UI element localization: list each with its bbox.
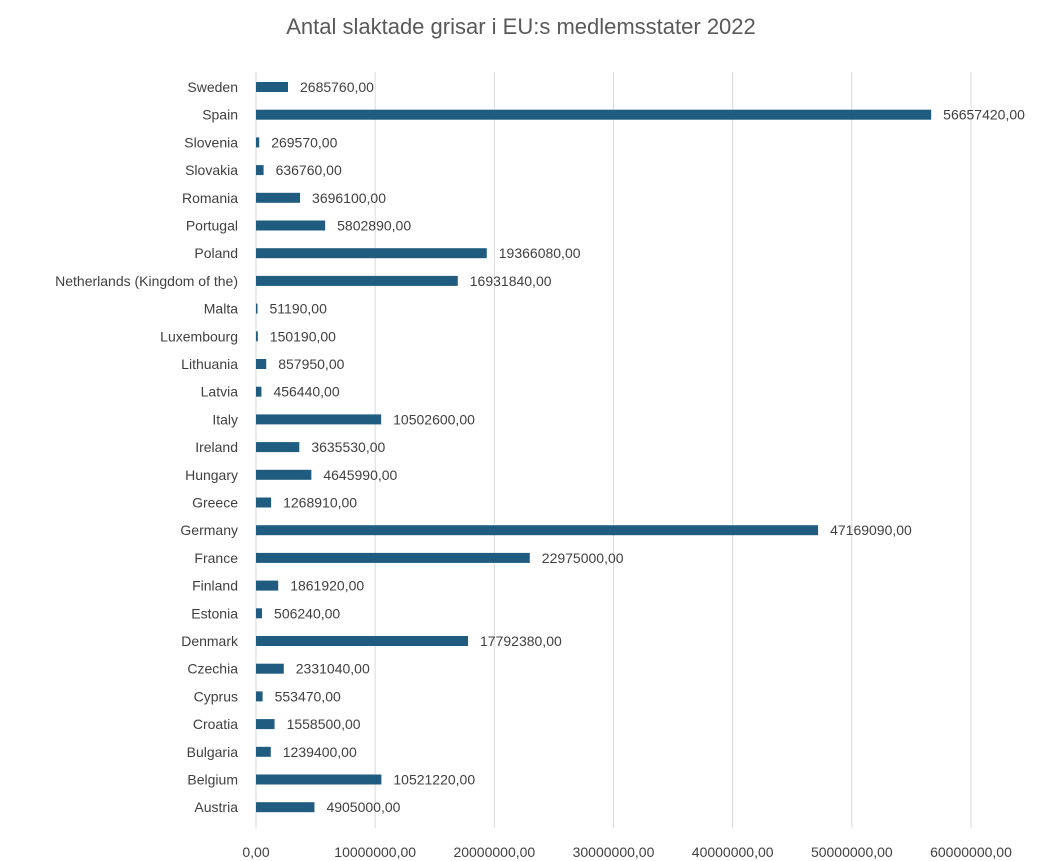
data-label: 16931840,00 [470, 273, 552, 289]
bar [256, 303, 258, 314]
x-tick-label: 40000000,00 [692, 844, 774, 860]
data-label: 636760,00 [276, 162, 342, 178]
category-label: Latvia [201, 384, 239, 400]
bar [256, 525, 819, 536]
category-label: Cyprus [194, 688, 238, 704]
category-label: Finland [192, 578, 238, 594]
bars [256, 82, 932, 813]
category-label: Slovenia [184, 134, 238, 150]
bar [256, 719, 275, 730]
bar [256, 442, 300, 453]
bar [256, 636, 469, 646]
category-label: Austria [194, 799, 238, 815]
data-label: 22975000,00 [542, 550, 624, 566]
bar [256, 746, 271, 757]
data-label: 3696100,00 [312, 190, 386, 206]
category-label: Germany [180, 522, 238, 538]
category-label: Sweden [187, 79, 238, 95]
data-label: 4645990,00 [323, 467, 397, 483]
data-label: 2685760,00 [300, 79, 374, 95]
bar [256, 552, 530, 563]
data-label: 10521220,00 [393, 772, 475, 788]
x-tick-label: 0,00 [242, 844, 269, 860]
data-label: 3635530,00 [311, 439, 385, 455]
category-label: Croatia [193, 716, 238, 732]
bar [256, 137, 260, 148]
category-label: Belgium [187, 772, 238, 788]
data-label: 1558500,00 [287, 716, 361, 732]
data-label: 10502600,00 [393, 411, 475, 427]
bar [256, 663, 284, 674]
data-label: 456440,00 [273, 384, 339, 400]
bar [256, 82, 289, 92]
data-label: 269570,00 [271, 134, 337, 150]
bar [256, 608, 263, 619]
category-label: Romania [182, 190, 238, 206]
category-label: Spain [202, 107, 238, 123]
x-axis-tick-labels: 0,00 10000000,00 20000000,00 30000000,00 400… [242, 844, 1012, 860]
bar [256, 469, 312, 480]
data-label: 553470,00 [275, 688, 341, 704]
category-label: Italy [212, 411, 238, 427]
bar [256, 580, 279, 591]
bar [256, 386, 262, 397]
bar [256, 220, 326, 231]
bar [256, 774, 382, 785]
category-label: Poland [194, 245, 238, 261]
data-labels: 2685760,00 56657420,00 269570,00 636760,00 3… [270, 79, 1026, 815]
x-tick-label: 60000000,00 [930, 844, 1012, 860]
data-label: 150190,00 [270, 328, 336, 344]
bar [256, 192, 301, 203]
category-label: Hungary [185, 467, 238, 483]
data-label: 1861920,00 [290, 578, 364, 594]
category-label: Estonia [191, 605, 238, 621]
category-label: Slovakia [185, 162, 238, 178]
data-label: 857950,00 [278, 356, 344, 372]
category-label: Luxembourg [160, 328, 238, 344]
data-label: 4905000,00 [326, 799, 400, 815]
bar [256, 331, 258, 342]
data-label: 19366080,00 [499, 245, 581, 261]
category-label: Denmark [181, 633, 239, 649]
data-label: 51190,00 [270, 301, 328, 317]
bar [256, 414, 382, 425]
data-label: 47169090,00 [830, 522, 912, 538]
bar [256, 275, 458, 286]
x-tick-label: 10000000,00 [334, 844, 416, 860]
x-tick-label: 20000000,00 [453, 844, 535, 860]
data-label: 1268910,00 [283, 495, 357, 511]
data-label: 1239400,00 [283, 744, 357, 760]
category-label: Bulgaria [187, 744, 239, 760]
bar [256, 802, 315, 813]
category-label: Czechia [187, 661, 238, 677]
data-label: 506240,00 [274, 605, 340, 621]
category-label: Greece [192, 495, 238, 511]
category-label: Portugal [186, 218, 238, 234]
data-label: 56657420,00 [943, 107, 1025, 123]
bar [256, 109, 932, 120]
category-label: Ireland [195, 439, 238, 455]
category-label: Netherlands (Kingdom of the) [55, 273, 238, 289]
category-label: Malta [204, 301, 238, 317]
bar [256, 497, 272, 508]
category-label: Lithuania [181, 356, 238, 372]
data-label: 2331040,00 [296, 661, 370, 677]
category-label: France [194, 550, 238, 566]
chart-title: Antal slaktade grisar i EU:s medlemsstat… [286, 14, 756, 39]
x-tick-label: 30000000,00 [573, 844, 655, 860]
bar [256, 165, 264, 176]
x-tick-label: 50000000,00 [811, 844, 893, 860]
bar [256, 248, 487, 259]
category-labels: Sweden Spain Slovenia Slovakia Romania Portug… [55, 79, 239, 815]
bar [256, 359, 267, 369]
data-label: 5802890,00 [337, 218, 411, 234]
bar [256, 691, 263, 702]
data-label: 17792380,00 [480, 633, 562, 649]
